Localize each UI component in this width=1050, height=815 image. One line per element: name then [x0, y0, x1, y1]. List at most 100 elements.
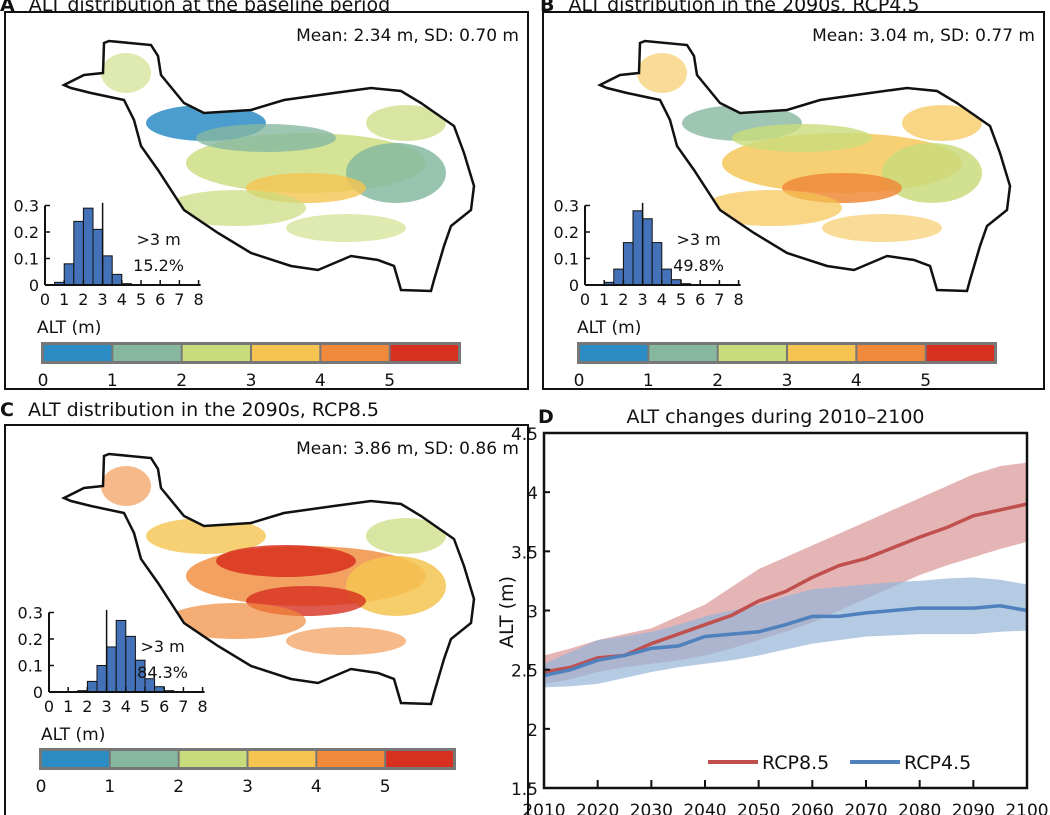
colorbar-tick-label: 0 — [574, 371, 585, 391]
inset-histogram: 0 1 2 3 4 5 6 7 800.10.20.3>3 m49.8%ALT (m) — [554, 197, 744, 339]
hist-y-tick-label: 0.2 — [18, 630, 43, 649]
y-axis-label: ALT (m) — [496, 576, 518, 648]
histogram-bar — [106, 646, 117, 693]
hist-x-tick-label: 3 — [638, 290, 648, 309]
colorbar-swatch — [44, 345, 112, 361]
hist-x-tick-label: 6 — [695, 290, 705, 309]
x-tick-label: 2100 — [1005, 801, 1048, 815]
colorbar-tick-label: 4 — [851, 371, 862, 391]
hist-x-tick-label: 4 — [117, 290, 127, 309]
alt-patch — [166, 603, 306, 639]
colorbar-tick-label: 1 — [643, 371, 654, 391]
alt-patch — [166, 190, 306, 226]
y-tick-label: 3.5 — [511, 543, 538, 563]
colorbar-tick-label: 2 — [712, 371, 723, 391]
colorbar-tick-label: 1 — [104, 777, 115, 797]
colorbar-swatch — [42, 751, 109, 767]
alt-patch — [732, 124, 872, 152]
alt-patch — [286, 627, 406, 655]
panel-letter: C — [0, 399, 14, 421]
colorbar: 0 1 2 3 4 5 — [38, 342, 461, 391]
hist-x-tick-label: 5 — [136, 290, 146, 309]
x-tick-label: 2040 — [683, 801, 726, 815]
stats-text: Mean: 3.04 m, SD: 0.77 m — [812, 26, 1035, 46]
colorbar-tick-label: 0 — [38, 371, 49, 391]
threshold-percent: 84.3% — [137, 663, 188, 682]
threshold-label: >3 m — [676, 230, 720, 249]
histogram-bar — [642, 218, 653, 286]
alt-patch — [196, 124, 336, 152]
alt-patch — [822, 214, 942, 242]
hist-x-tick-label: 3 — [102, 697, 112, 716]
histogram-bar — [102, 255, 113, 286]
alt-patch — [346, 143, 446, 203]
colorbar-tick-label: 5 — [380, 777, 391, 797]
hist-y-tick-label: 0.3 — [554, 197, 579, 216]
hist-x-tick-label: 0 — [44, 697, 54, 716]
colorbar-swatch — [113, 345, 181, 361]
stats-text: Mean: 3.86 m, SD: 0.86 m — [296, 439, 519, 459]
colorbar-swatch — [386, 751, 453, 767]
alt-raster — [101, 53, 446, 242]
colorbar-tick-label: 5 — [384, 371, 395, 391]
colorbar-swatch — [321, 345, 389, 361]
x-tick-label: 2020 — [576, 801, 619, 815]
x-tick-label: 2030 — [630, 801, 673, 815]
colorbar-swatch — [718, 345, 786, 361]
panel-c-map: Mean: 3.86 m, SD: 0.86 m 0 1 2 3 4 5 6 7 8 0 0.1 0.2… — [4, 424, 529, 815]
band-rcp45 — [544, 577, 1027, 688]
x-tick-label: 2010 — [522, 801, 565, 815]
colorbar-swatch — [788, 345, 856, 361]
colorbar-swatch — [182, 345, 250, 361]
legend-label: RCP8.5 — [762, 752, 829, 774]
colorbar-tick-label: 2 — [176, 371, 187, 391]
histogram-bar — [92, 228, 104, 286]
hist-y-tick-label: 0.1 — [18, 657, 43, 676]
histogram-bar — [115, 619, 127, 693]
hist-x-tick-label: 6 — [159, 697, 169, 716]
hist-x-tick-label: 7 — [714, 290, 724, 309]
hist-x-tick-label: 8 — [198, 697, 208, 716]
inset-histogram: 0 1 2 3 4 5 6 7 800.10.20.3>3 m15.2%ALT (m) — [14, 197, 204, 339]
y-tick-label: 4.5 — [511, 425, 538, 445]
hist-y-tick-label: 0.1 — [14, 250, 39, 269]
colorbar-swatch — [248, 751, 316, 767]
hist-x-label: ALT (m) — [577, 318, 641, 338]
alt-patch — [101, 53, 151, 93]
panel-svg: Mean: 2.34 m, SD: 0.70 m0 1 2 3 4 5 6 7 800.10.2… — [14, 26, 519, 391]
hist-x-tick-label: 4 — [657, 290, 667, 309]
chart-title: ALT changes during 2010–2100 — [626, 406, 924, 428]
histogram-bar — [613, 268, 624, 286]
x-tick-label: 2060 — [791, 801, 834, 815]
colorbar-tick-label: 3 — [782, 371, 793, 391]
histogram-bar — [632, 210, 644, 286]
x-tick-label: 2070 — [844, 801, 887, 815]
colorbar-swatch — [857, 345, 925, 361]
hist-x-tick-label: 1 — [599, 290, 609, 309]
histogram-bar — [96, 665, 108, 693]
alt-patch — [902, 105, 982, 141]
panel-svg: Mean: 3.04 m, SD: 0.77 m0 1 2 3 4 5 6 7 800.10.2… — [554, 26, 1035, 391]
histogram-bar — [622, 242, 634, 286]
colorbar: 0 1 2 3 4 5 — [574, 342, 997, 391]
alt-patch — [882, 143, 982, 203]
hist-x-tick-label: 1 — [59, 290, 69, 309]
title-text: ALT distribution in the 2090s, RCP8.5 — [27, 399, 379, 421]
y-tick-label: 3 — [527, 603, 538, 623]
colorbar-tick-label: 0 — [36, 777, 47, 797]
map — [597, 39, 1012, 293]
colorbar-swatch — [390, 345, 458, 361]
alt-raster — [637, 53, 982, 242]
alt-patch — [637, 53, 687, 93]
y-tick-label: 2 — [527, 721, 538, 741]
legend: RCP8.5 RCP4.5 — [708, 752, 971, 774]
histogram-bar — [73, 220, 84, 286]
hist-x-label: ALT (m) — [41, 725, 105, 745]
histogram-bar — [63, 263, 75, 286]
hist-x-tick-label: 5 — [140, 697, 150, 716]
alt-patch — [702, 190, 842, 226]
hist-x-tick-label: 4 — [121, 697, 131, 716]
alt-patch — [366, 105, 446, 141]
colorbar-swatch — [252, 345, 320, 361]
